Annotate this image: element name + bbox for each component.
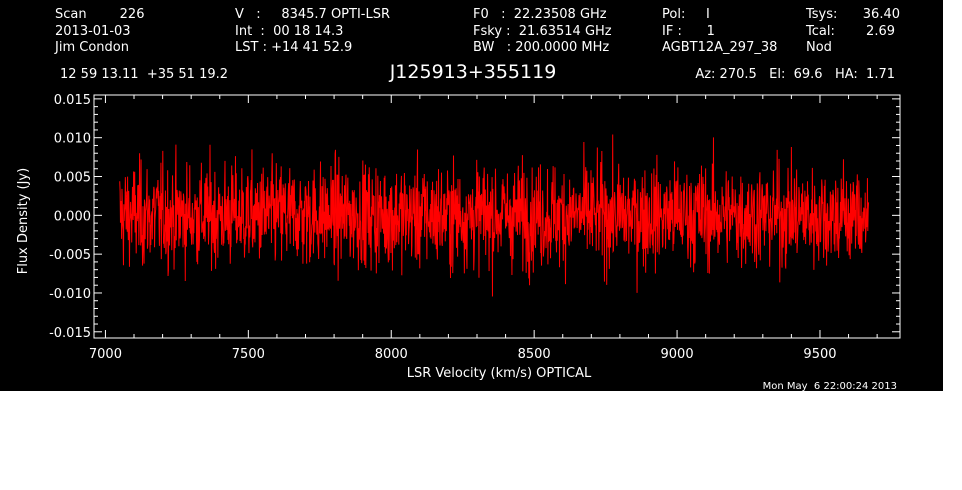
velocity-line: V : 8345.7 OPTI-LSR [235,7,390,22]
integration-line: Int : 00 18 14.3 [235,24,343,39]
x-tick-label: 9500 [803,347,836,362]
tcal-label: Tcal: [805,24,835,39]
x-axis-title: LSR Velocity (km/s) OPTICAL [407,366,592,381]
lst-line: LST : +14 41 52.9 [235,40,352,55]
fsky-line: Fsky : 21.63514 GHz [473,24,612,39]
y-tick-label: 0.000 [54,209,91,224]
az-el-ha: Az: 270.5 El: 69.6 HA: 1.71 [695,67,895,82]
f0-line: F0 : 22.23508 GHz [473,7,607,22]
y-tick-label: -0.015 [49,326,91,341]
plot-frame [93,94,901,339]
spectrum-trace [119,134,870,297]
nod-label: Nod [806,40,832,55]
project-line: AGBT12A_297_38 [662,40,777,55]
if-line: IF : 1 [662,24,715,39]
axes [93,94,901,339]
header: Scan 226 2013-01-03 Jim Condon V : 8345.… [54,7,900,83]
y-axis-title: Flux Density (Jy) [16,168,31,274]
y-tick-label: 0.015 [54,93,91,108]
y-ticks: 0.015 0.010 0.005 0.000 -0.005 -0.010 -0.015 [49,93,900,341]
observer-line: Jim Condon [54,40,129,55]
y-tick-label: 0.010 [54,132,91,147]
pol-line: Pol: I [662,7,710,22]
x-ticks: 7000 7500 8000 8500 9000 9500 [89,95,878,362]
spectrum-chart: Scan 226 2013-01-03 Jim Condon V : 8345.… [16,7,901,391]
date-line: 2013-01-03 [55,24,131,39]
x-tick-label: 7500 [232,347,265,362]
bw-line: BW : 200.0000 MHz [473,40,609,55]
plot-panel: Scan 226 2013-01-03 Jim Condon V : 8345.… [0,0,943,392]
tsys-value: 36.40 [863,7,900,22]
timestamp: Mon May 6 22:00:24 2013 [763,381,897,391]
tsys-label: Tsys: [805,7,837,22]
y-tick-label: -0.005 [49,248,91,263]
scan-line: Scan 226 [55,7,144,22]
x-tick-label: 8500 [518,347,551,362]
x-tick-label: 7000 [89,347,122,362]
tcal-value: 2.69 [866,24,895,39]
y-tick-label: -0.010 [49,287,91,302]
y-tick-label: 0.005 [54,171,91,186]
object-name: J125913+355119 [389,61,557,83]
coordinates: 12 59 13.11 +35 51 19.2 [60,67,228,82]
x-tick-label: 9000 [661,347,694,362]
x-tick-label: 8000 [375,347,408,362]
spectrum-trace-layer [119,134,870,297]
